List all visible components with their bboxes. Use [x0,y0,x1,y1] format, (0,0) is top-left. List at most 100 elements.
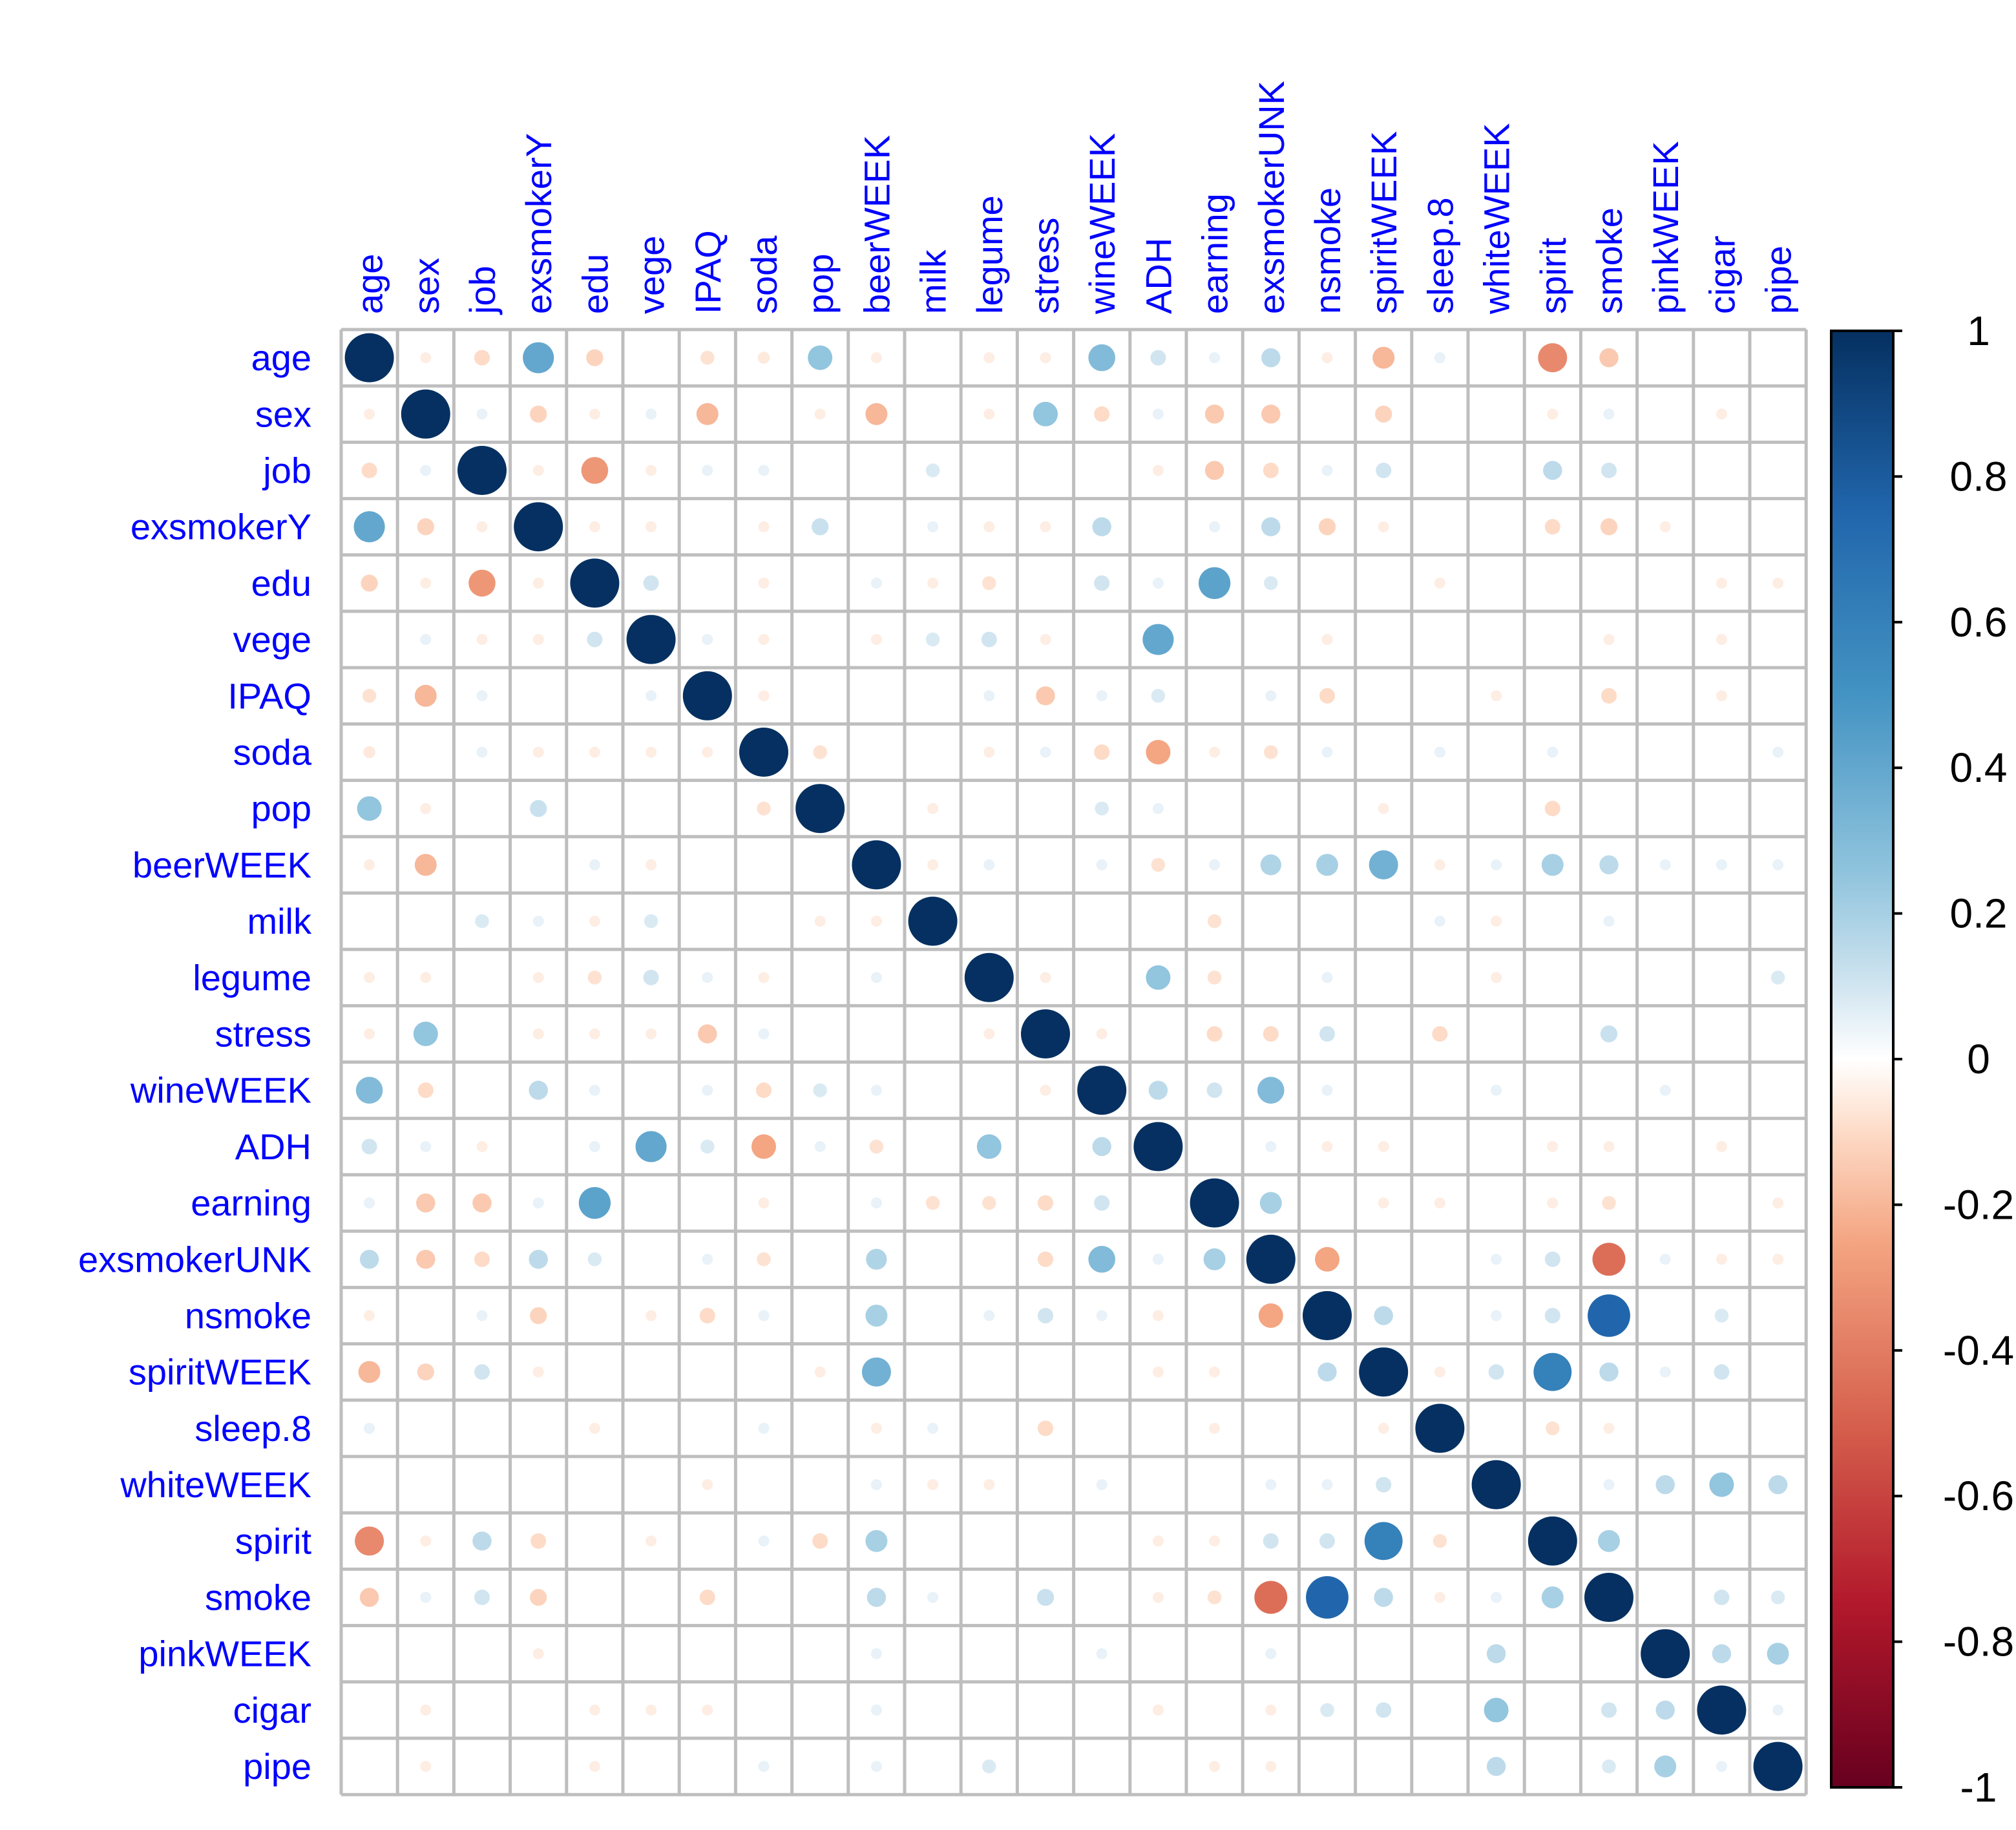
corr-cell-beerWEEK-nsmoke [1316,854,1338,876]
color-legend-label: 0.8 [1950,453,2008,500]
corr-cell-vege-ADH [1142,624,1174,655]
color-legend-label: 0.6 [1950,599,2008,646]
corr-cell-ADH-vege [635,1131,667,1162]
col-label-earning: earning [1195,193,1235,314]
corr-cell-nsmoke-job [476,1310,488,1321]
corr-cell-job-ADH [1152,465,1164,476]
corr-cell-pinkWEEK-pipe [1767,1643,1789,1665]
corr-cell-sex-sex [401,389,450,439]
corr-cell-legume-exsmokerY [532,972,544,983]
corr-cell-milk-beerWEEK [870,916,882,927]
corr-cell-spiritWEEK-pinkWEEK [1659,1366,1671,1378]
corr-cell-soda-ADH [1146,740,1171,764]
row-label-spiritWEEK: spiritWEEK [129,1352,311,1393]
corr-cell-cigar-whiteWEEK [1484,1698,1509,1723]
corr-cell-earning-wineWEEK [1094,1195,1110,1211]
corr-cell-nsmoke-wineWEEK [1096,1310,1108,1321]
corr-cell-sex-spirit [1547,408,1559,420]
corr-cell-beerWEEK-milk [927,859,939,870]
corr-cell-wineWEEK-stress [1040,1084,1051,1096]
corr-cell-spiritWEEK-sleep.8 [1434,1366,1445,1378]
corr-cell-pipe-whiteWEEK [1486,1756,1506,1776]
corr-cell-job-vege [646,465,657,476]
corr-cell-exsmokerY-milk [927,521,939,532]
corr-cell-cigar-ADH [1152,1704,1164,1716]
corr-cell-IPAQ-exsmokerUNK [1265,690,1277,702]
corr-cell-wineWEEK-IPAQ [702,1084,713,1096]
corr-cell-IPAQ-nsmoke [1319,688,1336,704]
corr-cell-legume-edu [587,971,602,985]
col-label-vege: vege [631,236,672,314]
corr-cell-age-stress [1040,352,1051,364]
corr-cell-cigar-edu [589,1704,600,1716]
corr-cell-pipe-pinkWEEK [1654,1755,1677,1778]
corr-cell-pinkWEEK-exsmokerY [532,1648,544,1659]
corr-cell-edu-wineWEEK [1094,575,1110,591]
corr-cell-earning-stress [1037,1195,1054,1211]
corr-cell-spiritWEEK-pop [814,1366,826,1378]
corr-cell-age-edu [586,349,604,366]
color-legend-label: 1 [1967,308,1990,354]
corr-cell-legume-stress [1040,972,1051,983]
corr-cell-job-soda [758,465,770,476]
corr-cell-wineWEEK-exsmokerUNK [1257,1077,1285,1104]
corr-cell-age-legume [983,352,995,364]
corr-cell-nsmoke-exsmokerY [530,1307,547,1325]
corr-cell-edu-age [361,574,378,592]
corr-cell-milk-vege [644,914,658,929]
corr-cell-IPAQ-job [476,690,488,702]
corr-cell-spiritWEEK-spiritWEEK [1359,1347,1409,1397]
corr-cell-soda-vege [646,746,657,758]
corr-cell-sleep.8-earning [1209,1422,1221,1434]
corr-cell-spirit-smoke [1598,1530,1620,1552]
corr-cell-whiteWEEK-cigar [1709,1472,1734,1497]
corr-cell-edu-exsmokerY [532,577,544,589]
corr-cell-legume-vege [643,969,659,985]
corr-cell-age-spirit [1538,343,1568,373]
corr-cell-IPAQ-soda [758,690,770,702]
corr-cell-age-smoke [1599,348,1619,368]
corr-cell-wineWEEK-exsmokerY [529,1080,548,1100]
corr-cell-spiritWEEK-spirit [1533,1352,1572,1391]
corr-cell-cigar-pinkWEEK [1655,1700,1675,1720]
corr-cell-sex-stress [1033,401,1058,426]
corr-cell-exsmokerY-pinkWEEK [1659,521,1671,532]
row-label-spirit: spirit [235,1520,312,1561]
corr-cell-job-sex [420,465,432,476]
corr-cell-exsmokerY-exsmokerY [514,502,563,552]
corr-cell-smoke-exsmokerUNK [1254,1581,1288,1614]
corr-cell-smoke-milk [927,1592,939,1603]
col-label-edu: edu [574,254,615,314]
corr-cell-ADH-spiritWEEK [1378,1141,1389,1152]
row-label-exsmokerUNK: exsmokerUNK [78,1239,311,1279]
corr-cell-smoke-spiritWEEK [1374,1588,1393,1607]
corr-cell-spirit-sex [420,1535,432,1547]
corr-cell-pop-exsmokerY [530,800,547,817]
corr-cell-vege-sex [420,634,432,646]
corr-cell-beerWEEK-beerWEEK [852,840,901,890]
corr-cell-smoke-stress [1036,1588,1055,1606]
corr-cell-pipe-exsmokerUNK [1265,1761,1277,1772]
corr-cell-pipe-smoke [1602,1759,1616,1774]
corr-cell-exsmokerUNK-exsmokerY [529,1250,548,1269]
corr-cell-soda-legume [983,746,995,758]
corr-cell-earning-spiritWEEK [1378,1197,1389,1209]
corr-cell-soda-wineWEEK [1094,744,1110,761]
corr-cell-spirit-earning [1209,1535,1221,1547]
corr-cell-ADH-job [476,1141,488,1152]
corr-cell-sleep.8-smoke [1603,1422,1615,1434]
corr-cell-exsmokerUNK-soda [757,1252,771,1267]
corr-cell-nsmoke-vege [646,1310,657,1321]
corr-cell-vege-nsmoke [1321,634,1333,646]
corr-cell-spiritWEEK-job [474,1364,490,1380]
corr-cell-ADH-sex [420,1141,432,1152]
corr-cell-sex-spiritWEEK [1375,405,1392,423]
corr-cell-stress-soda [758,1028,770,1040]
corr-cell-ADH-beerWEEK [869,1139,884,1154]
row-label-pop: pop [251,788,311,829]
corr-cell-whiteWEEK-nsmoke [1321,1479,1333,1491]
corr-cell-milk-pop [814,916,826,927]
corr-cell-sex-beerWEEK [865,403,888,425]
corr-cell-exsmokerUNK-stress [1037,1251,1054,1267]
corr-cell-exsmokerUNK-IPAQ [702,1254,713,1265]
